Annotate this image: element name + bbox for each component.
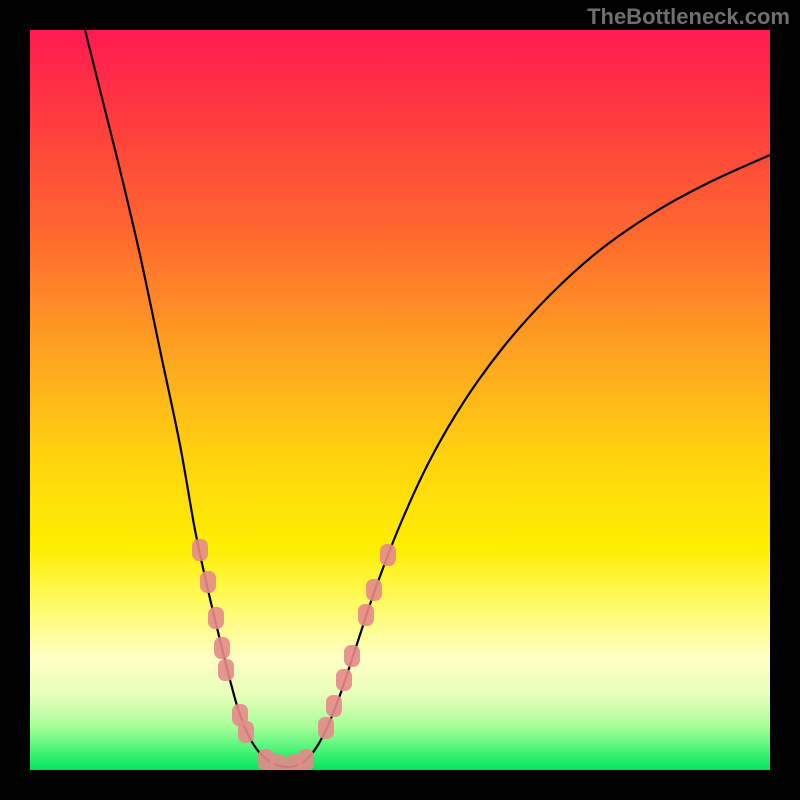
curve-marker — [344, 645, 360, 667]
curve-marker — [318, 717, 334, 739]
curve-marker — [326, 695, 342, 717]
curve-marker — [218, 659, 234, 681]
watermark-text: TheBottleneck.com — [587, 4, 790, 30]
curve-marker — [192, 539, 208, 561]
curve-marker — [270, 754, 286, 770]
curve-marker — [214, 637, 230, 659]
curve-marker — [208, 607, 224, 629]
gradient-background — [30, 30, 770, 770]
curve-marker — [238, 721, 254, 743]
chart-frame: TheBottleneck.com — [0, 0, 800, 800]
bottleneck-chart — [30, 30, 770, 770]
curve-marker — [366, 579, 382, 601]
curve-marker — [358, 604, 374, 626]
curve-marker — [298, 749, 314, 770]
curve-marker — [336, 669, 352, 691]
plot-area — [30, 30, 770, 770]
curve-marker — [380, 544, 396, 566]
curve-marker — [200, 571, 216, 593]
